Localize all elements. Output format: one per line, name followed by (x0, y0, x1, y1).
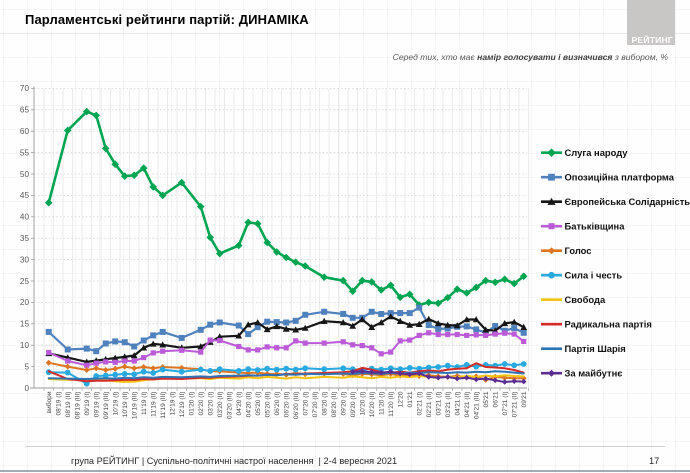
svg-text:02'20 (I): 02'20 (I) (198, 392, 205, 416)
svg-text:Європейська Солідарність: Європейська Солідарність (565, 196, 690, 207)
svg-text:06'21: 06'21 (492, 391, 499, 407)
svg-text:08'20 (I): 08'20 (I) (321, 392, 328, 416)
svg-text:40: 40 (20, 213, 30, 222)
svg-text:0: 0 (24, 384, 29, 393)
svg-text:35: 35 (20, 234, 30, 243)
svg-text:Слуга народу: Слуга народу (565, 147, 629, 158)
svg-text:06'20 (II): 06'20 (II) (283, 392, 290, 418)
svg-text:11'19 (III): 11'19 (III) (160, 392, 167, 419)
svg-text:03'20 (III): 03'20 (III) (226, 392, 233, 420)
svg-text:10'19 (III): 10'19 (III) (131, 392, 138, 420)
svg-text:03'20 (I): 03'20 (I) (207, 392, 214, 416)
svg-text:12'19 (II): 12'19 (II) (179, 392, 186, 418)
svg-text:06'20 (I): 06'20 (I) (274, 392, 281, 416)
svg-text:05'21: 05'21 (483, 391, 490, 407)
svg-text:12'19 (I): 12'19 (I) (169, 392, 176, 416)
svg-text:Батьківщина: Батьківщина (565, 220, 626, 231)
svg-text:08'19 (I): 08'19 (I) (55, 392, 62, 416)
svg-text:09'19 (II): 09'19 (II) (93, 392, 100, 418)
svg-text:04'21 (II): 04'21 (II) (464, 392, 471, 418)
svg-text:5: 5 (24, 362, 29, 371)
svg-text:06'20 (III): 06'20 (III) (293, 392, 300, 420)
svg-text:10'19 (I): 10'19 (I) (112, 392, 119, 416)
svg-text:Свобода: Свобода (565, 294, 606, 305)
svg-text:За майбутнє: За майбутнє (565, 367, 623, 378)
svg-text:10: 10 (20, 341, 30, 350)
svg-text:03'20 (II): 03'20 (II) (217, 392, 224, 418)
svg-text:05'20 (II): 05'20 (II) (264, 392, 271, 418)
svg-text:45: 45 (20, 191, 30, 200)
svg-text:03'21 (I): 03'21 (I) (435, 392, 442, 416)
svg-text:70: 70 (20, 84, 30, 93)
svg-text:07'20 (I): 07'20 (I) (302, 392, 309, 416)
svg-text:09'21: 09'21 (521, 391, 528, 407)
svg-text:10'19 (II): 10'19 (II) (122, 392, 129, 418)
svg-text:11'19 (II): 11'19 (II) (150, 392, 157, 417)
svg-text:Сила і честь: Сила і честь (565, 269, 623, 280)
svg-text:Опозиційна платформа: Опозиційна платформа (565, 171, 675, 182)
svg-text:Партія Шарія: Партія Шарія (565, 343, 626, 354)
svg-text:07'21 (II): 07'21 (II) (511, 392, 518, 418)
svg-text:02'21 (II): 02'21 (II) (426, 392, 433, 418)
svg-text:08'19 (III): 08'19 (III) (74, 392, 81, 420)
svg-text:30: 30 (20, 255, 30, 264)
svg-text:12'20: 12'20 (397, 391, 404, 407)
svg-text:04'21 (III): 04'21 (III) (473, 392, 480, 420)
svg-text:08'19 (II): 08'19 (II) (65, 392, 72, 418)
svg-text:04'20 (I): 04'20 (I) (236, 392, 243, 416)
svg-text:Радикальна партія: Радикальна партія (565, 318, 652, 329)
svg-text:09'20 (II): 09'20 (II) (350, 392, 357, 418)
svg-text:10'20 (II): 10'20 (II) (369, 392, 376, 418)
svg-text:65: 65 (20, 106, 30, 115)
svg-text:01'21: 01'21 (407, 391, 414, 407)
svg-text:вибори: вибори (45, 391, 53, 413)
svg-text:09'19 (I): 09'19 (I) (84, 392, 91, 416)
svg-text:08'20 (II): 08'20 (II) (331, 392, 338, 418)
svg-text:07'21 (I): 07'21 (I) (502, 392, 509, 416)
svg-text:11'20 (II): 11'20 (II) (388, 392, 395, 417)
svg-text:Голос: Голос (565, 245, 592, 256)
svg-text:05'20 (I): 05'20 (I) (255, 392, 262, 416)
svg-text:11'19 (I): 11'19 (I) (141, 392, 148, 416)
svg-text:11'20 (I): 11'20 (I) (378, 392, 385, 416)
svg-text:55: 55 (20, 148, 30, 157)
svg-text:15: 15 (20, 320, 30, 329)
svg-text:09'19 (III): 09'19 (III) (103, 392, 110, 420)
svg-text:03'21 (II): 03'21 (II) (445, 392, 452, 418)
svg-text:01'20 (I): 01'20 (I) (188, 392, 195, 416)
svg-text:60: 60 (20, 127, 30, 136)
svg-text:04'21 (I): 04'21 (I) (454, 392, 461, 416)
svg-text:02'21 (I): 02'21 (I) (416, 392, 423, 416)
svg-text:04'20 (II): 04'20 (II) (245, 392, 252, 418)
svg-text:10'20 (I): 10'20 (I) (359, 392, 366, 416)
svg-text:25: 25 (20, 277, 30, 286)
svg-text:07'20 (II): 07'20 (II) (312, 392, 319, 418)
svg-text:20: 20 (20, 298, 30, 307)
svg-text:09'20 (I): 09'20 (I) (340, 392, 347, 416)
svg-text:50: 50 (20, 170, 30, 179)
